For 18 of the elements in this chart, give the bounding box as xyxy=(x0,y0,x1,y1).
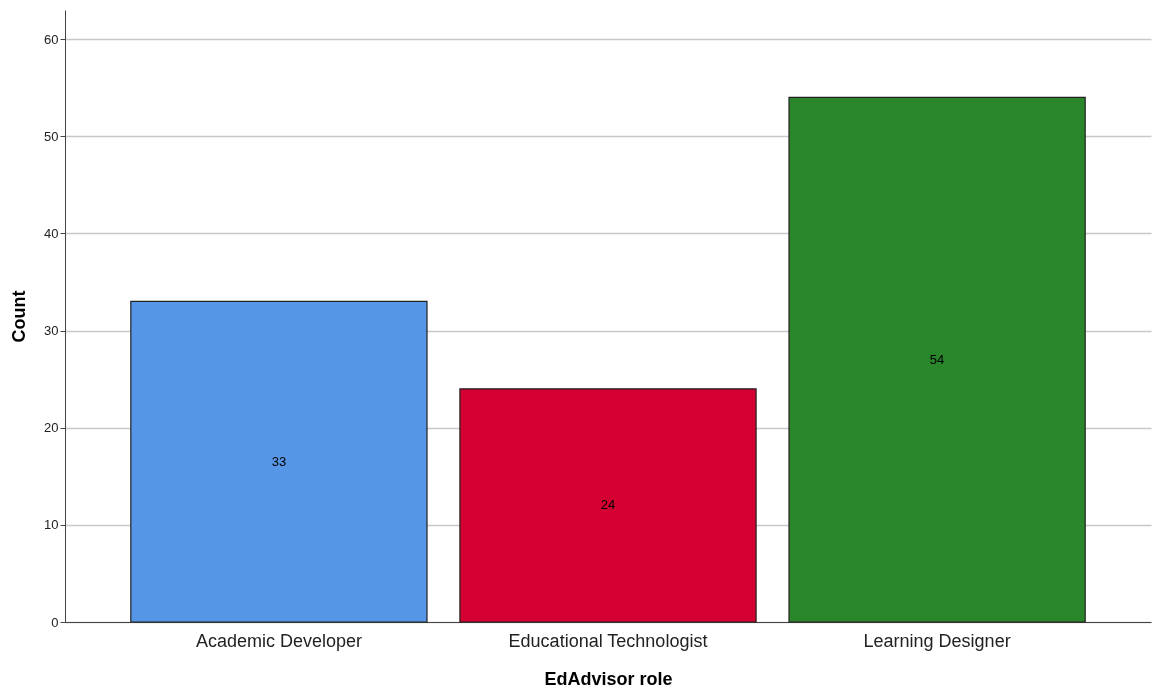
data-label: 33 xyxy=(271,453,287,469)
y-tick-label: 60 xyxy=(44,31,59,47)
x-tick-label: Educational Technologist xyxy=(508,630,708,651)
y-tick-label: 0 xyxy=(51,614,59,630)
x-axis-title: EdAdvisor role xyxy=(544,668,673,689)
x-tick-label: Academic Developer xyxy=(195,630,362,651)
x-tick-label: Learning Designer xyxy=(863,630,1011,651)
bar xyxy=(459,388,757,623)
y-tick-label: 20 xyxy=(44,420,59,436)
y-tick-label: 40 xyxy=(44,225,59,241)
bar xyxy=(130,300,428,623)
bar xyxy=(788,96,1086,623)
y-tick-label: 30 xyxy=(44,323,59,339)
data-label: 54 xyxy=(929,351,945,367)
y-axis-title: Count xyxy=(9,290,30,343)
data-label: 24 xyxy=(600,497,616,513)
y-tick-label: 50 xyxy=(44,128,59,144)
y-tick-label: 10 xyxy=(44,517,59,533)
